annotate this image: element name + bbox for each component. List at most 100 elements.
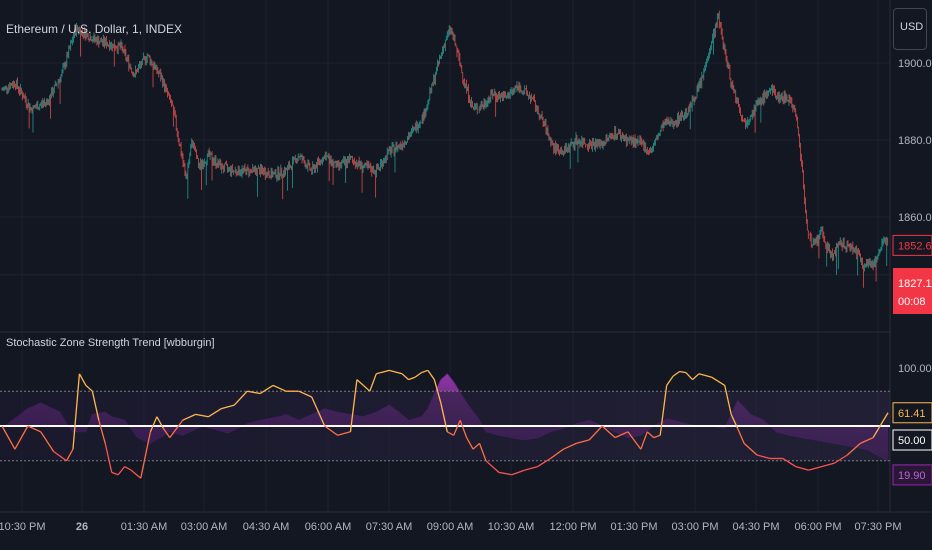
- stochastic-segment: [511, 469, 525, 476]
- stochastic-segment: [859, 437, 874, 444]
- stochastic-segment: [756, 454, 771, 460]
- time-tick-label: 04:30 AM: [243, 521, 289, 533]
- stochastic-segment: [679, 370, 687, 374]
- stochastic-segment: [208, 408, 222, 418]
- time-tick-label: 01:30 PM: [610, 521, 657, 533]
- value-tags: 1852.63 1827.11 00:08: [892, 234, 932, 314]
- stochastic-segment: [466, 437, 474, 450]
- countdown-label: 00:08: [898, 296, 926, 308]
- time-tick-label: 10:30 AM: [488, 521, 534, 533]
- time-tick-label: 03:00 AM: [181, 521, 227, 533]
- stochastic-segment: [524, 465, 538, 471]
- stochastic-segment: [453, 419, 461, 436]
- stochastic-segment: [247, 390, 261, 395]
- stochastic-segment: [182, 413, 196, 421]
- stochastic-segment: [162, 427, 171, 438]
- stochastic-segment: [724, 385, 732, 415]
- time-tick-label: 10:30 PM: [0, 521, 46, 533]
- time-tick-label: 06:00 PM: [794, 521, 841, 533]
- stochastic-segment: [117, 466, 126, 476]
- stochastic-segment: [389, 369, 403, 375]
- purple-value-tag: [892, 464, 932, 486]
- stochastic-segment: [472, 442, 480, 450]
- stochastic-segment: [349, 379, 358, 432]
- stochastic-segment: [743, 442, 758, 456]
- stochastic-segment: [149, 416, 158, 433]
- mid-value-tag: [892, 429, 932, 451]
- time-tick-label: 03:00 PM: [671, 521, 718, 533]
- stochastic-segment: [692, 373, 700, 381]
- stochastic-segment: [337, 431, 351, 436]
- stochastic-segment: [259, 384, 274, 395]
- time-tick-label: 07:30 PM: [854, 521, 901, 533]
- orange-value-tag: [892, 402, 932, 424]
- stochastic-segment: [588, 425, 603, 441]
- time-axis[interactable]: 10:30 PM 26 01:30 AM 03:00 AM 04:30 AM 06:00 …: [0, 511, 932, 533]
- stochastic-segment: [537, 457, 551, 468]
- time-tick-label: 04:30 PM: [732, 521, 779, 533]
- stochastic-segment: [672, 370, 680, 377]
- stochastic-segment: [421, 369, 429, 374]
- stochastic-segment: [408, 376, 416, 381]
- stochastic-segment: [78, 373, 87, 386]
- stochastic-segment: [459, 419, 468, 438]
- current-price-label: 1827.11: [898, 278, 932, 290]
- stochastic-segment: [440, 402, 448, 432]
- stochastic-segment: [1, 425, 16, 450]
- stochastic-segment: [821, 462, 835, 468]
- stochastic-segment: [653, 434, 661, 439]
- stochastic-segment: [233, 390, 248, 406]
- stochastic-segment: [795, 465, 809, 471]
- price-tick-label: 1880.00: [898, 135, 932, 147]
- stochastic-segment: [846, 442, 861, 456]
- time-tick-label: 01:30 AM: [121, 521, 167, 533]
- stochastic-segment: [737, 428, 745, 444]
- stochastic-segment: [576, 439, 590, 445]
- time-tick-label: 06:00 AM: [305, 521, 351, 533]
- stochastic-segment: [782, 457, 797, 468]
- currency-button[interactable]: USD: [893, 8, 927, 50]
- stochastic-segment: [356, 379, 364, 386]
- stochastic-segment: [98, 420, 106, 444]
- stochastic-segment: [14, 425, 29, 450]
- time-tick-label: 07:30 AM: [366, 521, 412, 533]
- price-tick-label: 1860.00: [898, 212, 932, 224]
- stochastic-segment: [550, 448, 564, 460]
- indicator-title[interactable]: Stochastic Zone Strength Trend [wbburgin…: [6, 337, 215, 349]
- stochastic-segment: [40, 431, 55, 452]
- stochastic-segment: [53, 450, 67, 462]
- stochastic-segment: [834, 454, 848, 464]
- stochastic-segment: [72, 373, 81, 450]
- time-tick-label: 26: [76, 521, 88, 533]
- stochastic-segment: [498, 471, 512, 476]
- stochastic-segment: [85, 384, 93, 392]
- indicator-lines: [0, 369, 890, 479]
- stochastic-segment: [685, 372, 693, 381]
- time-tick-label: 12:00 PM: [549, 521, 596, 533]
- indicator-axis[interactable]: 100.00 61.41 50.00 19.90: [892, 363, 932, 486]
- stochastic-segment: [91, 391, 100, 421]
- stochastic-segment: [362, 384, 371, 392]
- stochastic-segment: [646, 431, 655, 439]
- stochastic-segment: [124, 466, 132, 471]
- time-tick-label: 09:00 AM: [427, 521, 473, 533]
- stochastic-segment: [221, 404, 235, 410]
- stochastic-segment: [130, 469, 142, 479]
- stochastic-segment: [156, 416, 164, 429]
- stochastic-segment: [376, 369, 390, 375]
- symbol-title[interactable]: Ethereum / U.S. Dollar, 1, INDEX: [6, 22, 183, 36]
- stochastic-segment: [195, 413, 209, 418]
- stochastic-segment: [478, 443, 487, 462]
- price-tick-label: 1900.00: [898, 58, 932, 70]
- stochastic-segment: [104, 443, 113, 473]
- stochastic-segment: [485, 460, 500, 473]
- indicator-tick-label: 100.00: [898, 363, 932, 375]
- stochastic-segment: [711, 376, 726, 386]
- orange-value-label: 61.41: [898, 408, 926, 420]
- stochastic-segment: [640, 431, 648, 450]
- stochastic-segment: [614, 431, 629, 439]
- stochastic-segment: [169, 419, 184, 438]
- stochastic-segment: [808, 465, 822, 471]
- stochastic-segment: [730, 414, 739, 429]
